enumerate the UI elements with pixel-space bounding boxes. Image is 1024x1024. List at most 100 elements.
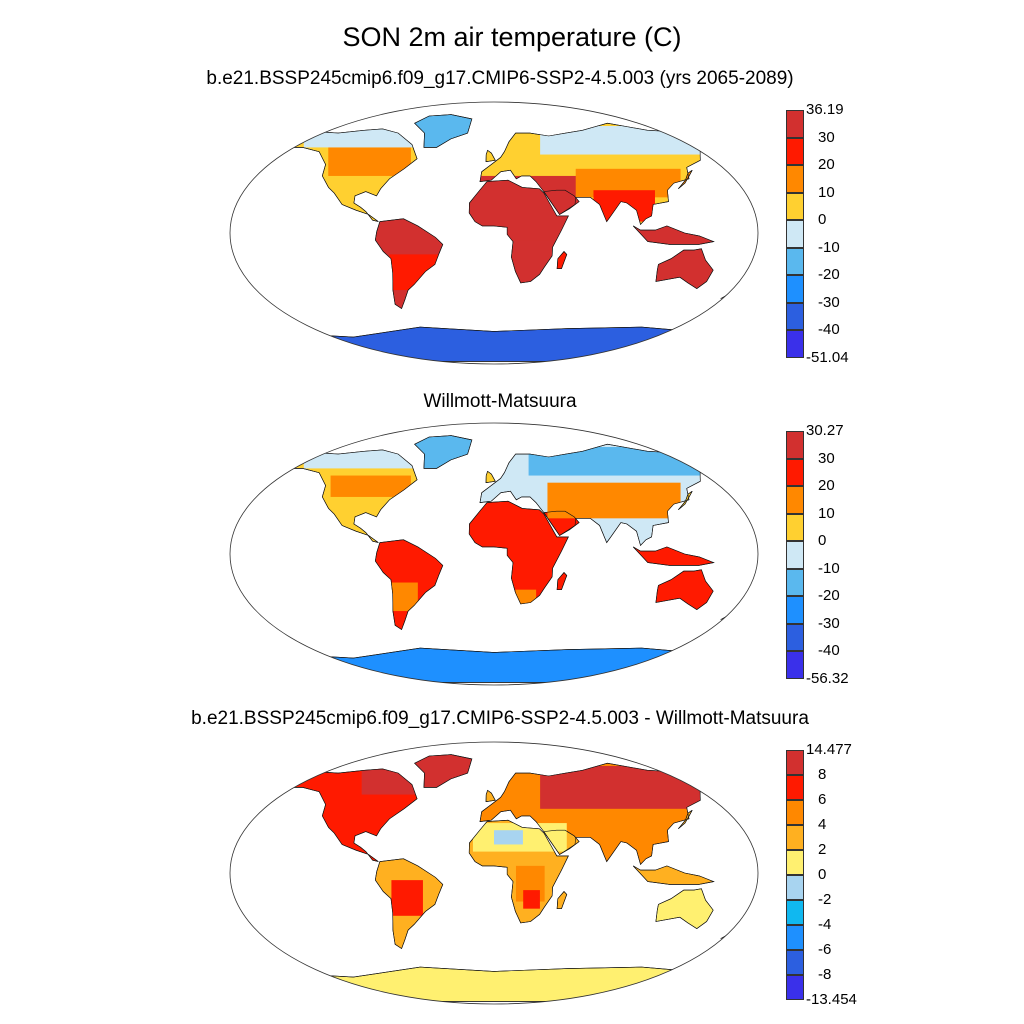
coastline [374, 858, 444, 950]
coastline [414, 114, 473, 148]
colorbar-bin [786, 247, 804, 276]
colorbar-bin [786, 750, 804, 775]
map-diff [229, 741, 759, 1005]
colorbar-bin [786, 486, 804, 514]
colorbar-tick-label: 0 [818, 211, 827, 229]
coastline [655, 248, 714, 289]
landmass-greenland [414, 114, 473, 148]
colorbar-tick-label: -4 [818, 916, 832, 933]
landmass-antarctica [277, 326, 711, 362]
coastline [479, 122, 716, 225]
coastline [632, 865, 715, 885]
colorbar-tick-label: -20 [818, 266, 840, 284]
coastline [485, 789, 496, 803]
colorbar-bin [786, 850, 804, 875]
coastline [468, 500, 569, 605]
colorbar-bin [786, 458, 804, 487]
colorbar-tick-label: 10 [818, 504, 835, 522]
coastline [414, 435, 473, 469]
colorbar-tick-label: -8 [818, 966, 832, 983]
colorbar-bin [786, 220, 804, 248]
colorbar-tick-label: -51.04 [806, 349, 849, 366]
coastline [479, 443, 716, 546]
colorbar-bin [786, 431, 804, 459]
colorbar-bin [786, 875, 804, 900]
landmass-uk [485, 149, 496, 163]
colorbar-tick-label: 2 [818, 841, 827, 858]
landmass-greenland [414, 435, 473, 469]
temperature-region [303, 126, 418, 148]
landmass-antarctica [277, 966, 711, 1002]
coastline [556, 251, 568, 269]
coastline [556, 891, 568, 909]
coastline [543, 510, 580, 536]
colorbar-tick-label: -40 [818, 321, 840, 339]
panel-model-map [228, 100, 760, 366]
panel-diff-title: b.e21.BSSP245cmip6.f09_g17.CMIP6-SSP2-4.… [191, 708, 809, 729]
temperature-region [391, 880, 423, 916]
coastline [374, 218, 444, 310]
colorbar-tick-label: 4 [818, 816, 827, 833]
coastline [678, 809, 693, 830]
landmass-greenland [414, 754, 473, 788]
colorbar-tick-label: 14.477 [806, 741, 852, 758]
panel-model-title: b.e21.BSSP245cmip6.f09_g17.CMIP6-SSP2-4.… [206, 68, 794, 89]
colorbar-tick-label: 6 [818, 791, 827, 808]
panel-obs-title: Willmott-Matsuura [423, 391, 577, 412]
temperature-region [494, 830, 523, 845]
colorbar-tick-label: 36.19 [806, 101, 844, 118]
coastline [720, 285, 743, 299]
temperature-region [515, 589, 537, 604]
map-border [229, 422, 759, 686]
temperature-region [540, 126, 730, 155]
temperature-region [593, 190, 655, 222]
coastline [285, 449, 418, 543]
coastline [655, 888, 714, 929]
colorbar-bin [786, 192, 804, 221]
colorbar-tick-label: 30 [818, 128, 835, 146]
coastline [277, 647, 711, 683]
colorbar-bin [786, 775, 804, 800]
map-model [229, 101, 759, 365]
coastline [374, 539, 444, 631]
coastline [543, 189, 580, 215]
colorbar-obs: 30.27 30 20 10 0 -10 -20 -30 -40 -56.32 [786, 422, 894, 699]
colorbar-tick-label: -2 [818, 891, 832, 908]
temperature-region [473, 175, 582, 241]
coastline [485, 470, 496, 484]
colorbar-bin [786, 900, 804, 925]
coastline [277, 966, 711, 1002]
colorbar-bin [786, 110, 804, 138]
coastline [632, 225, 715, 245]
map-obs [229, 422, 759, 686]
coastline [468, 179, 569, 284]
panel-obs-map [228, 421, 760, 687]
map-border [229, 101, 759, 365]
coastline [720, 606, 743, 620]
coastline [285, 768, 418, 862]
colorbar-bin [786, 330, 804, 358]
colorbar-bin [786, 275, 804, 303]
colorbar-bin [786, 651, 804, 679]
colorbar-diff: 14.477 8 6 4 2 0 -2 -4 -6 -8 -13.454 [786, 741, 894, 1020]
colorbar-tick-label: -30 [818, 293, 840, 311]
temperature-region [547, 482, 681, 519]
coastline [556, 572, 568, 590]
temperature-region [303, 447, 418, 469]
colorbar-tick-label: 10 [818, 183, 835, 201]
coastline [485, 149, 496, 163]
colorbar-tick-label: -10 [818, 559, 840, 577]
colorbar-tick-label: -10 [818, 238, 840, 256]
colorbar-tick-label: -30 [818, 614, 840, 632]
colorbar-bin [786, 302, 804, 331]
colorbar-bin [786, 800, 804, 825]
colorbar-bin [786, 137, 804, 166]
coastline [720, 925, 743, 939]
colorbar-tick-label: 30 [818, 449, 835, 467]
coastline [632, 546, 715, 566]
colorbar-tick-label: -40 [818, 642, 840, 660]
colorbar-tick-label: -13.454 [806, 991, 857, 1008]
colorbar-bin [786, 513, 804, 542]
colorbar-tick-label: 20 [818, 477, 835, 495]
colorbar-tick-label: -6 [818, 941, 832, 958]
